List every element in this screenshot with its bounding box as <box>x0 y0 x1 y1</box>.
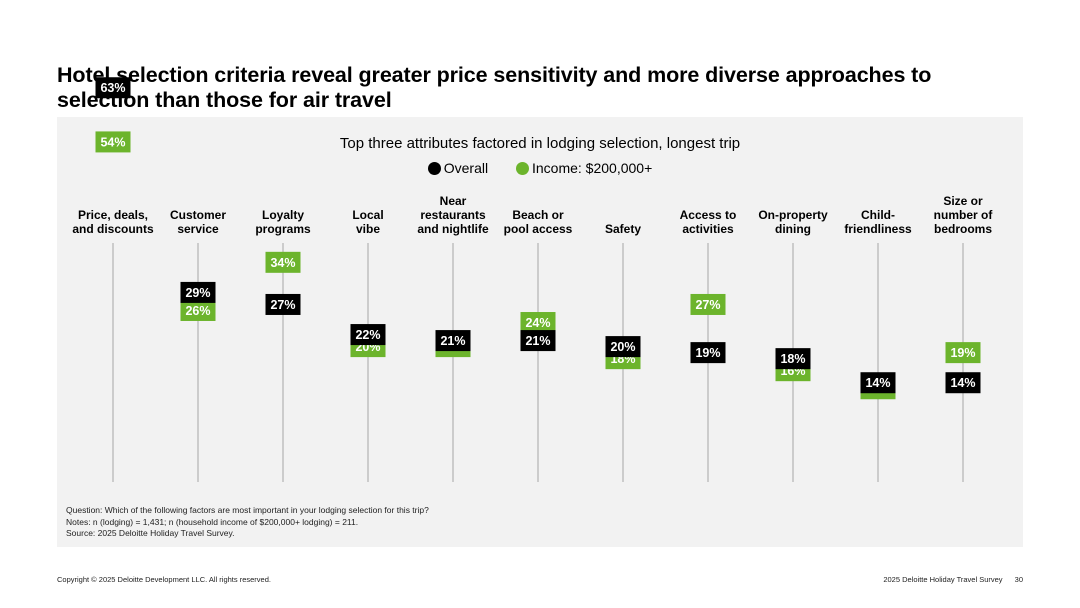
chart-notes: Question: Which of the following factors… <box>66 505 429 540</box>
category-label: Loyalty programs <box>255 208 311 236</box>
income-marker <box>520 312 556 334</box>
overall-marker <box>690 342 726 364</box>
category-label: Safety <box>605 222 641 236</box>
category-label: Access to activities <box>680 208 737 236</box>
overall-marker <box>435 330 471 352</box>
overall-value-label: 19% <box>695 346 720 360</box>
overall-value-label: 63% <box>100 81 125 95</box>
note-source: Source: 2025 Deloitte Holiday Travel Sur… <box>66 528 235 538</box>
chart-legend: Overall Income: $200,000+ <box>0 160 1080 178</box>
overall-marker <box>945 372 981 394</box>
category-label: Near restaurants and nightlife <box>417 194 489 236</box>
category-label: Child-friendliness <box>844 208 912 236</box>
category-label: Beach or pool access <box>504 208 573 236</box>
income-value-label: 19% <box>950 346 975 360</box>
income-value-label: 34% <box>270 256 295 270</box>
income-value-label: 24% <box>525 316 550 330</box>
income-marker <box>690 293 726 315</box>
income-marker <box>265 251 301 273</box>
overall-marker <box>775 348 811 370</box>
category-label: Customer service <box>170 208 226 236</box>
category-label: Price, deals, and discounts <box>72 208 154 236</box>
income-marker <box>95 131 131 153</box>
overall-value-label: 29% <box>185 286 210 300</box>
overall-value-label: 22% <box>355 328 380 342</box>
overall-marker <box>180 281 216 303</box>
footer-copyright: Copyright © 2025 Deloitte Development LL… <box>57 575 271 584</box>
overall-value-label: 21% <box>525 334 550 348</box>
overall-value-label: 14% <box>950 376 975 390</box>
legend-label-income: Income: $200,000+ <box>531 160 653 176</box>
footer-right: 2025 Deloitte Holiday Travel Survey 30 <box>873 575 1023 584</box>
page-title: Hotel selection criteria reveal greater … <box>57 63 932 112</box>
income-marker <box>180 299 216 321</box>
legend-item-overall: Overall <box>427 160 489 176</box>
note-question: Question: Which of the following factors… <box>66 505 429 515</box>
category-label: On-property dining <box>758 208 828 236</box>
footer-page-number: 30 <box>1014 575 1023 584</box>
footer-report-name: 2025 Deloitte Holiday Travel Survey <box>883 575 1003 584</box>
legend-label-overall: Overall <box>443 160 489 176</box>
legend-dot-overall <box>427 161 441 175</box>
overall-marker <box>95 77 131 99</box>
overall-marker <box>860 372 896 394</box>
income-value-label: 54% <box>100 135 125 149</box>
overall-marker <box>350 324 386 346</box>
note-sample: Notes: n (lodging) = 1,431; n (household… <box>66 516 359 527</box>
overall-value-label: 20% <box>610 340 635 354</box>
overall-marker <box>605 336 641 358</box>
overall-value-label: 14% <box>865 376 890 390</box>
category-label: Size or number of bedrooms <box>934 194 994 236</box>
income-value-label: 27% <box>695 298 720 312</box>
chart-title: Top three attributes factored in lodging… <box>339 135 741 152</box>
category-label: Local vibe <box>352 208 383 236</box>
legend-dot-income <box>515 161 529 175</box>
overall-marker <box>520 330 556 352</box>
income-marker <box>945 342 981 364</box>
legend-item-income: Income: $200,000+ <box>515 160 653 176</box>
overall-value-label: 21% <box>440 334 465 348</box>
overall-value-label: 18% <box>780 352 805 366</box>
overall-value-label: 27% <box>270 298 295 312</box>
overall-marker <box>265 293 301 315</box>
income-value-label: 26% <box>185 304 210 318</box>
